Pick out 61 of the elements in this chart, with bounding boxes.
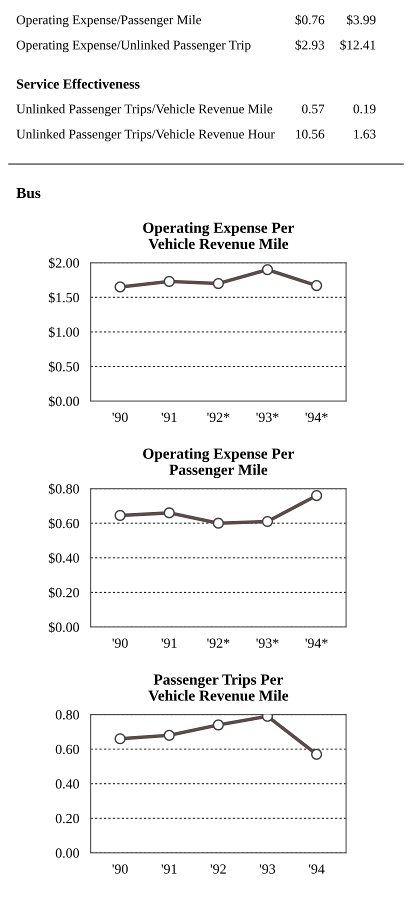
point <box>311 490 322 502</box>
point <box>212 518 224 529</box>
x-tick-label: '90 <box>112 638 128 648</box>
y-tick-label: 0.80 <box>56 710 79 720</box>
x-tick-label: '91 <box>162 412 177 422</box>
x-tick-label: '90 <box>112 412 128 422</box>
y-tick-label: 0.40 <box>56 779 79 789</box>
x-tick-label: '90 <box>112 864 128 874</box>
y-tick-label: $1.50 <box>48 292 79 304</box>
y-tick-label: $0.40 <box>48 552 79 564</box>
y-tick-label: 0.60 <box>56 744 79 754</box>
y-tick-label: 0.20 <box>56 814 79 824</box>
x-tick-label: '93* <box>256 638 278 648</box>
x-tick-label: '93 <box>260 864 276 874</box>
chart-title: Operating Expense Per Passenger Mile <box>143 448 294 478</box>
text: Operating Expense/Passenger Mile <box>16 15 202 28</box>
y-tick-label: $0.50 <box>48 361 79 372</box>
y-tick-label: $0.00 <box>48 622 79 633</box>
y-tick-label: $2.00 <box>48 258 79 269</box>
text: 1.63 <box>354 130 376 139</box>
text: Unlinked Passenger Trips/Vehicle Revenue Hour <box>16 129 275 142</box>
point <box>311 748 322 760</box>
text: 0.19 <box>353 104 376 114</box>
point <box>262 264 274 276</box>
text: $12.41 <box>340 40 376 50</box>
text: $2.93 <box>296 40 324 50</box>
y-tick-label: 0.00 <box>56 848 79 858</box>
point <box>114 733 126 744</box>
point <box>164 276 175 287</box>
x-tick-label: '92* <box>207 412 230 422</box>
chart-title: Passenger Trips Per Vehicle Revenue Mile <box>148 674 288 701</box>
text: Service Effectiveness <box>16 78 140 89</box>
text: Bus <box>16 188 40 198</box>
y-tick-label: $0.00 <box>48 396 79 407</box>
x-tick-label: '93* <box>256 412 278 422</box>
point <box>262 516 274 528</box>
y-tick-label: $0.20 <box>48 587 79 598</box>
x-tick-label: '91 <box>162 864 177 874</box>
point <box>164 507 175 518</box>
y-tick-label: $0.80 <box>48 483 79 495</box>
point <box>164 730 175 741</box>
chart-title: Operating Expense Per Vehicle Revenue Mile <box>143 222 294 250</box>
text: 0.57 <box>302 104 324 114</box>
point <box>212 278 224 290</box>
point <box>114 281 126 293</box>
point <box>311 280 322 292</box>
y-tick-label: $1.00 <box>48 326 79 338</box>
x-tick-label: '92 <box>210 864 226 874</box>
text: 10.56 <box>296 130 324 139</box>
x-tick-label: '94* <box>306 412 328 422</box>
x-tick-label: '94 <box>308 864 325 874</box>
x-tick-label: '94* <box>306 638 328 648</box>
text: Operating Expense/Unlinked Passenger Trip <box>16 40 251 52</box>
y-tick-label: $0.60 <box>48 518 79 530</box>
x-tick-label: '92* <box>207 638 230 648</box>
point <box>212 719 224 730</box>
text: $3.99 <box>346 14 376 26</box>
text: $0.76 <box>296 14 324 26</box>
point <box>114 510 126 522</box>
x-tick-label: '91 <box>162 638 177 648</box>
text: Unlinked Passenger Trips/Vehicle Revenue Mile <box>16 104 272 116</box>
